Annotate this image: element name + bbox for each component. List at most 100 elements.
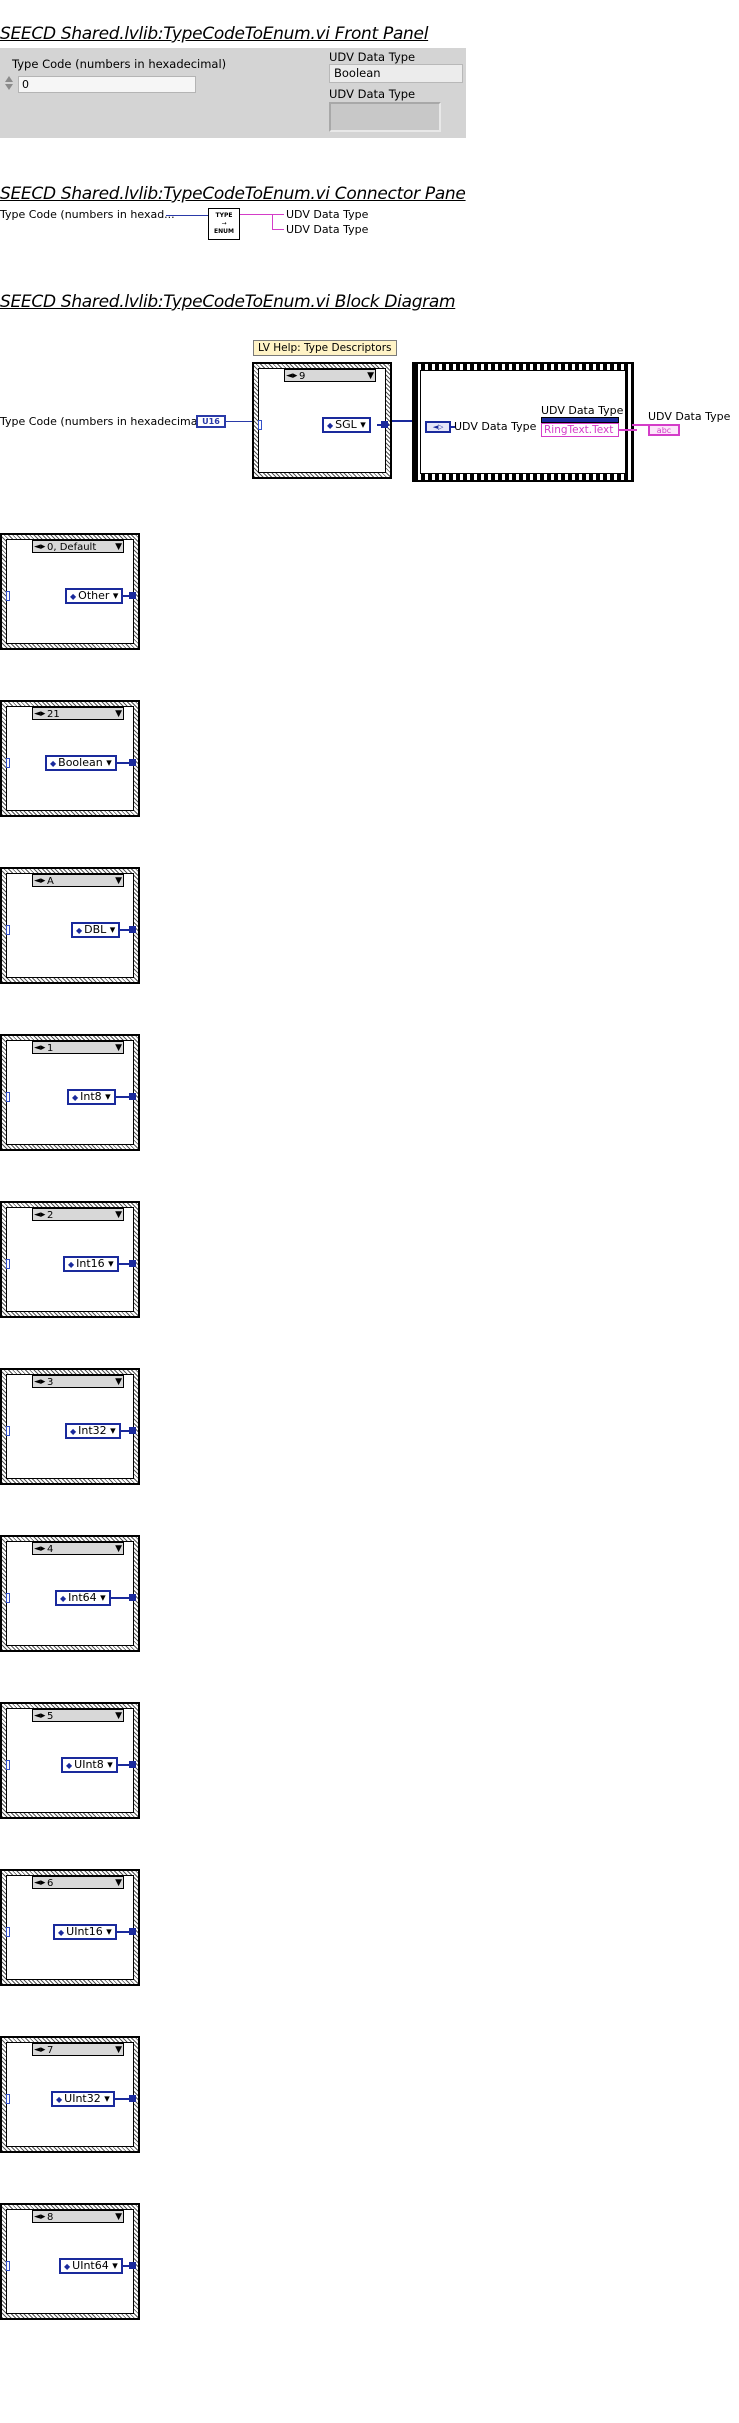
selector-prev-icon[interactable]: ◄▸ bbox=[286, 371, 298, 381]
connector-input-label: Type Code (numbers in hexad... bbox=[0, 208, 175, 221]
case-enum-constant[interactable]: ◆ UInt16 ▾ bbox=[53, 1924, 117, 1940]
case-selector[interactable]: ◄▸ 3 ▼ bbox=[32, 1375, 124, 1388]
case-frame[interactable]: ◄▸ 5 ▼ ◆ UInt8 ▾ bbox=[0, 1702, 140, 1819]
main-case-structure[interactable]: ◄▸ 9 ▼ ◆ SGL ▾ bbox=[252, 362, 392, 479]
case-output-tunnel bbox=[129, 759, 136, 766]
flat-sequence-structure[interactable]: ◄▷ UDV Data Type UDV Data Type RingText.… bbox=[412, 362, 637, 482]
selector-prev-icon[interactable]: ◄▸ bbox=[34, 1377, 46, 1387]
case-enum-constant[interactable]: ◆ UInt64 ▾ bbox=[59, 2258, 123, 2274]
selector-prev-icon[interactable]: ◄▸ bbox=[34, 1210, 46, 1220]
front-panel-title: SEECD Shared.lvlib:TypeCodeToEnum.vi Fro… bbox=[0, 24, 429, 44]
selector-dropdown-icon[interactable]: ▼ bbox=[115, 709, 122, 719]
udv-data-type-ring[interactable]: Boolean bbox=[329, 64, 463, 83]
case-enum-constant[interactable]: ◆ Int64 ▾ bbox=[55, 1590, 111, 1606]
case-enum-constant[interactable]: ◆ Int8 ▾ bbox=[67, 1089, 116, 1105]
case-enum-constant[interactable]: ◆ DBL ▾ bbox=[71, 922, 121, 938]
case-frame-inner: ◄▸ 0, Default ▼ ◆ Other ▾ bbox=[6, 539, 136, 644]
connector-input-wire bbox=[166, 215, 208, 216]
case-output-wire bbox=[116, 1096, 135, 1098]
case-selector-value: 0, Default bbox=[47, 542, 97, 553]
case-output-wire bbox=[121, 1430, 135, 1432]
case-selector[interactable]: ◄▸ 2 ▼ bbox=[32, 1208, 124, 1221]
connector-output-label-1: UDV Data Type bbox=[286, 208, 369, 221]
case-frame[interactable]: ◄▸ 0, Default ▼ ◆ Other ▾ bbox=[0, 533, 140, 650]
selector-dropdown-icon[interactable]: ▼ bbox=[115, 1043, 122, 1053]
case-input-tunnel bbox=[6, 2094, 10, 2104]
selector-prev-icon[interactable]: ◄▸ bbox=[34, 876, 46, 886]
case-selector[interactable]: ◄▸ 7 ▼ bbox=[32, 2043, 124, 2056]
connector-output-wire-1 bbox=[240, 214, 284, 215]
case-enum-constant[interactable]: ◆ UInt8 ▾ bbox=[61, 1757, 118, 1773]
case-input-tunnel bbox=[6, 2261, 10, 2271]
case-enum-constant[interactable]: ◆ Int32 ▾ bbox=[65, 1423, 121, 1439]
connector-output-label-2: UDV Data Type bbox=[286, 223, 369, 236]
case-selector[interactable]: ◄▸ 6 ▼ bbox=[32, 1876, 124, 1889]
output-terminal-label: UDV Data Type bbox=[648, 410, 731, 423]
vi-icon-text-top: TYPE bbox=[215, 212, 233, 219]
selector-prev-icon[interactable]: ◄▸ bbox=[34, 542, 46, 552]
case-enum-constant[interactable]: ◆ Boolean ▾ bbox=[45, 755, 117, 771]
case-selector[interactable]: ◄▸ 5 ▼ bbox=[32, 1709, 124, 1722]
selector-dropdown-icon[interactable]: ▼ bbox=[115, 1878, 122, 1888]
case-frame[interactable]: ◄▸ 3 ▼ ◆ Int32 ▾ bbox=[0, 1368, 140, 1485]
case-frame[interactable]: ◄▸ A ▼ ◆ DBL ▾ bbox=[0, 867, 140, 984]
selector-dropdown-icon[interactable]: ▼ bbox=[115, 2045, 122, 2055]
udv-reference-icon[interactable]: ◄▷ bbox=[425, 421, 451, 433]
main-case-frame: ◄▸ 9 ▼ ◆ SGL ▾ bbox=[258, 368, 389, 473]
selector-prev-icon[interactable]: ◄▸ bbox=[34, 1878, 46, 1888]
type-code-input[interactable]: 0 bbox=[18, 76, 196, 93]
case-frame-inner: ◄▸ 8 ▼ ◆ UInt64 ▾ bbox=[6, 2209, 136, 2314]
case-selector[interactable]: ◄▸ 8 ▼ bbox=[32, 2210, 124, 2223]
property-node-ring-text[interactable]: RingText.Text bbox=[541, 423, 619, 437]
type-code-terminal[interactable]: U16 bbox=[196, 415, 226, 428]
case-frame[interactable]: ◄▸ 21 ▼ ◆ Boolean ▾ bbox=[0, 700, 140, 817]
numeric-increment-icon[interactable] bbox=[3, 74, 15, 92]
case-frame[interactable]: ◄▸ 4 ▼ ◆ Int64 ▾ bbox=[0, 1535, 140, 1652]
type-code-terminal-label: Type Code (numbers in hexadecimal) bbox=[0, 415, 205, 428]
case-output-tunnel bbox=[129, 592, 136, 599]
case-output-wire bbox=[118, 1764, 135, 1766]
selector-dropdown-icon[interactable]: ▼ bbox=[115, 876, 122, 886]
selector-dropdown-icon[interactable]: ▼ bbox=[115, 542, 122, 552]
main-case-enum-constant[interactable]: ◆ SGL ▾ bbox=[322, 417, 371, 433]
selector-prev-icon[interactable]: ◄▸ bbox=[34, 1544, 46, 1554]
case-output-tunnel bbox=[129, 2095, 136, 2102]
udv-data-type-label-1: UDV Data Type bbox=[329, 50, 416, 64]
output-string-terminal[interactable]: abc bbox=[648, 424, 680, 436]
selector-dropdown-icon[interactable]: ▼ bbox=[115, 1544, 122, 1554]
case-selector[interactable]: ◄▸ 4 ▼ bbox=[32, 1542, 124, 1555]
case-enum-constant[interactable]: ◆ Int16 ▾ bbox=[63, 1256, 119, 1272]
case-output-wire bbox=[120, 929, 135, 931]
udv-data-type-indicator bbox=[329, 102, 441, 132]
selector-dropdown-icon[interactable]: ▼ bbox=[115, 1210, 122, 1220]
case-selector[interactable]: ◄▸ 0, Default ▼ bbox=[32, 540, 124, 553]
selector-dropdown-icon[interactable]: ▼ bbox=[115, 1711, 122, 1721]
selector-prev-icon[interactable]: ◄▸ bbox=[34, 1711, 46, 1721]
case-selector[interactable]: ◄▸ 1 ▼ bbox=[32, 1041, 124, 1054]
case-frame-inner: ◄▸ 2 ▼ ◆ Int16 ▾ bbox=[6, 1207, 136, 1312]
case-selector[interactable]: ◄▸ 21 ▼ bbox=[32, 707, 124, 720]
main-case-output-tunnel bbox=[381, 421, 388, 428]
case-frame[interactable]: ◄▸ 6 ▼ ◆ UInt16 ▾ bbox=[0, 1869, 140, 1986]
selector-dropdown-icon[interactable]: ▼ bbox=[115, 1377, 122, 1387]
case-frame[interactable]: ◄▸ 2 ▼ ◆ Int16 ▾ bbox=[0, 1201, 140, 1318]
case-frame[interactable]: ◄▸ 8 ▼ ◆ UInt64 ▾ bbox=[0, 2203, 140, 2320]
case-enum-constant[interactable]: ◆ UInt32 ▾ bbox=[51, 2091, 115, 2107]
property-node-header[interactable] bbox=[541, 417, 619, 423]
front-panel: Type Code (numbers in hexadecimal) 0 UDV… bbox=[0, 48, 466, 138]
case-frame[interactable]: ◄▸ 1 ▼ ◆ Int8 ▾ bbox=[0, 1034, 140, 1151]
vi-icon-text-mid: → bbox=[221, 220, 227, 227]
case-output-wire bbox=[117, 1931, 135, 1933]
case-selector[interactable]: ◄▸ A ▼ bbox=[32, 874, 124, 887]
selector-dropdown-icon[interactable]: ▼ bbox=[115, 2212, 122, 2222]
case-selector-value: 1 bbox=[47, 1043, 54, 1054]
selector-prev-icon[interactable]: ◄▸ bbox=[34, 709, 46, 719]
case-enum-constant[interactable]: ◆ Other ▾ bbox=[65, 588, 124, 604]
case-enum-value: UInt8 bbox=[74, 1758, 104, 1771]
selector-dropdown-icon[interactable]: ▼ bbox=[367, 371, 374, 381]
selector-prev-icon[interactable]: ◄▸ bbox=[34, 1043, 46, 1053]
selector-prev-icon[interactable]: ◄▸ bbox=[34, 2212, 46, 2222]
main-case-selector[interactable]: ◄▸ 9 ▼ bbox=[284, 369, 376, 382]
selector-prev-icon[interactable]: ◄▸ bbox=[34, 2045, 46, 2055]
case-frame[interactable]: ◄▸ 7 ▼ ◆ UInt32 ▾ bbox=[0, 2036, 140, 2153]
